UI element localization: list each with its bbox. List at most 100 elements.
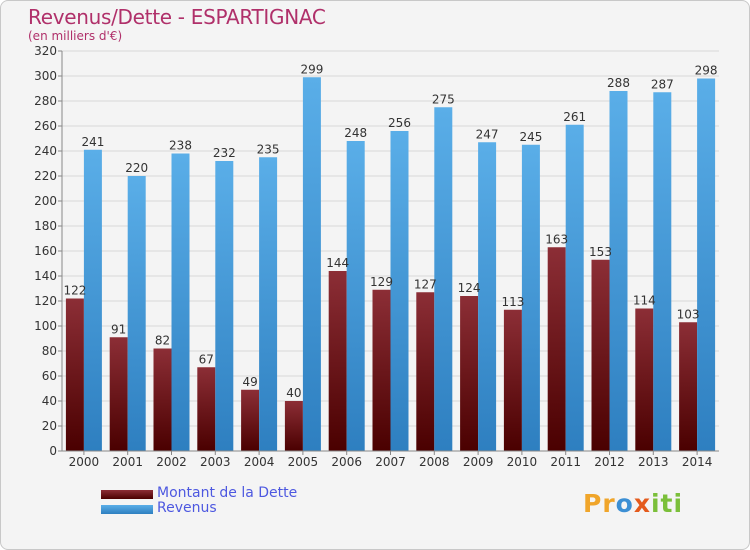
x-tick-label: 2007 [375, 455, 406, 469]
x-tick-label: 2013 [638, 455, 669, 469]
bar-revenue-2003 [215, 161, 234, 451]
legend-swatch-debt [101, 490, 153, 499]
x-tick-label: 2002 [156, 455, 187, 469]
data-label-revenue-2002: 238 [169, 139, 192, 153]
x-tick-label: 2012 [594, 455, 625, 469]
data-label-debt-2006: 144 [326, 256, 349, 270]
bar-debt-2005 [284, 401, 303, 451]
y-tick-label: 320 [34, 44, 57, 58]
bar-revenue-2000 [83, 149, 102, 451]
y-tick-label: 220 [34, 169, 57, 183]
y-tick-label: 60 [42, 369, 57, 383]
bar-revenue-2010 [521, 144, 540, 451]
bar-debt-2007 [372, 289, 391, 451]
bar-debt-2013 [635, 308, 654, 451]
data-labels: 122 241 91 220 82 238 67 232 49 235 40 299 144 248 129… [63, 62, 717, 400]
x-tick-label: 2005 [288, 455, 319, 469]
proxiti-logo: Proxiti [583, 489, 683, 518]
legend-swatch-revenue [101, 505, 153, 514]
data-label-revenue-2008: 275 [432, 92, 455, 106]
bar-debt-2001 [109, 337, 128, 451]
bar-revenue-2004 [259, 157, 278, 451]
chart-title: Revenus/Dette - ESPARTIGNAC [28, 5, 326, 29]
data-label-revenue-2014: 298 [695, 64, 718, 78]
bar-debt-2008 [416, 292, 435, 451]
bar-debt-2011 [547, 247, 566, 451]
bars [65, 77, 716, 451]
data-label-revenue-2011: 261 [563, 110, 586, 124]
x-tick-label: 2014 [682, 455, 713, 469]
data-label-debt-2001: 91 [111, 322, 126, 336]
x-tick-label: 2000 [69, 455, 100, 469]
x-tick-label: 2011 [550, 455, 581, 469]
bar-revenue-2001 [127, 176, 146, 451]
data-label-revenue-2009: 247 [476, 127, 499, 141]
x-tick-label: 2009 [463, 455, 494, 469]
bar-revenue-2008 [434, 107, 453, 451]
data-label-debt-2007: 129 [370, 275, 393, 289]
y-tick-label: 80 [42, 344, 57, 358]
chart-subtitle: (en milliers d'€) [28, 29, 123, 43]
logo-part-1: Pr [583, 489, 616, 518]
y-tick-label: 280 [34, 94, 57, 108]
data-label-debt-2013: 114 [633, 294, 656, 308]
data-label-debt-2000: 122 [63, 284, 86, 298]
bar-revenue-2007 [390, 131, 409, 451]
data-label-revenue-2000: 241 [81, 135, 104, 149]
y-tick-label: 260 [34, 119, 57, 133]
data-label-revenue-2005: 299 [300, 62, 323, 76]
logo-part-3: x [633, 489, 651, 518]
logo-part-4: iti [650, 489, 684, 518]
bar-debt-2012 [591, 259, 610, 451]
bar-debt-2004 [241, 389, 260, 451]
x-tick-label: 2001 [112, 455, 143, 469]
y-tick-label: 40 [42, 394, 57, 408]
data-label-revenue-2003: 232 [213, 146, 236, 160]
y-tick-label: 120 [34, 294, 57, 308]
bar-revenue-2014 [697, 78, 716, 451]
bar-debt-2003 [197, 367, 216, 451]
x-tick-label: 2008 [419, 455, 450, 469]
x-tick-label: 2004 [244, 455, 275, 469]
legend-label-debt: Montant de la Dette [157, 485, 298, 501]
bar-revenue-2012 [609, 91, 628, 451]
data-label-revenue-2012: 288 [607, 76, 630, 90]
bar-debt-2002 [153, 348, 172, 451]
data-label-debt-2003: 67 [199, 352, 214, 366]
y-axis: 0 20 40 60 80 100 120 140 160 180 200 220 240 260 280 3… [34, 44, 63, 458]
bar-debt-2014 [679, 322, 698, 451]
data-label-debt-2009: 124 [458, 281, 481, 295]
bar-debt-2009 [460, 296, 479, 451]
bar-revenue-2006 [346, 141, 365, 451]
data-label-debt-2002: 82 [155, 334, 170, 348]
data-label-revenue-2006: 248 [344, 126, 367, 140]
y-tick-label: 240 [34, 144, 57, 158]
x-tick-label: 2010 [507, 455, 538, 469]
y-tick-label: 300 [34, 69, 57, 83]
y-tick-label: 100 [34, 319, 57, 333]
data-label-revenue-2013: 287 [651, 77, 674, 91]
bar-debt-2000 [65, 298, 84, 451]
x-axis: 2000 2001 2002 2003 2004 2005 2006 2007 2008 2009… [62, 450, 719, 469]
data-label-debt-2008: 127 [414, 277, 437, 291]
data-label-debt-2010: 113 [501, 295, 524, 309]
y-tick-label: 0 [49, 444, 57, 458]
data-label-debt-2005: 40 [286, 386, 301, 400]
y-tick-label: 200 [34, 194, 57, 208]
x-tick-label: 2003 [200, 455, 231, 469]
y-tick-label: 140 [34, 269, 57, 283]
data-label-revenue-2004: 235 [257, 142, 280, 156]
bar-revenue-2005 [302, 77, 321, 451]
x-tick-label: 2006 [331, 455, 362, 469]
bar-revenue-2002 [171, 153, 190, 451]
y-tick-label: 160 [34, 244, 57, 258]
data-label-debt-2012: 153 [589, 245, 612, 259]
y-tick-label: 180 [34, 219, 57, 233]
bar-revenue-2013 [653, 92, 672, 451]
legend-label-revenue: Revenus [157, 500, 217, 516]
y-tick-label: 20 [42, 419, 57, 433]
data-label-revenue-2007: 256 [388, 116, 411, 130]
bar-revenue-2009 [478, 142, 497, 451]
